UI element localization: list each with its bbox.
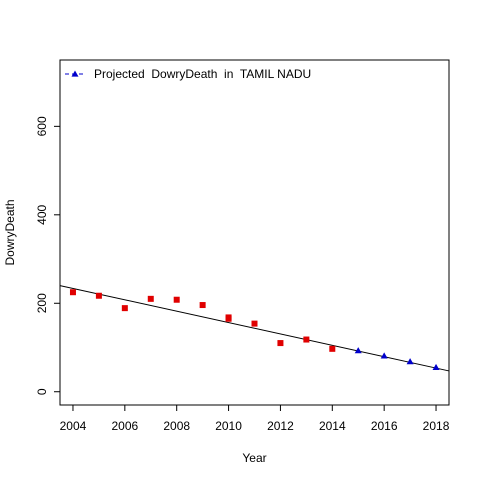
projected-point-2 (406, 358, 414, 365)
observed-point-3 (147, 295, 154, 302)
observed-point-11 (329, 345, 336, 352)
observed-point-10 (303, 336, 310, 343)
legend-label: Projected DowryDeath in TAMIL NADU (94, 67, 311, 81)
projected-point-1 (380, 352, 388, 359)
trend-line (59, 285, 450, 372)
plot-frame (59, 59, 450, 406)
x-tick-label: 2010 (215, 419, 242, 433)
observed-point-1 (95, 292, 102, 299)
y-axis-label: DowryDeath (3, 199, 17, 265)
projected-point-3 (432, 363, 440, 371)
x-tick-label: 2006 (111, 419, 138, 433)
projected-point-0 (354, 347, 362, 354)
x-tick-label: 2018 (423, 419, 450, 433)
observed-point-8 (251, 320, 258, 327)
y-tick-label: 600 (35, 116, 49, 136)
x-axis-label: Year (242, 451, 266, 465)
x-axis: 2004 2006 2008 2010 2012 2014 2016 2018 (60, 404, 450, 433)
x-tick-label: 2008 (163, 419, 190, 433)
legend: Projected DowryDeath in TAMIL NADU (65, 67, 311, 81)
plot-area (59, 59, 450, 406)
x-tick-label: 2012 (267, 419, 294, 433)
observed-point-7 (225, 314, 232, 321)
observed-point-2 (121, 305, 128, 312)
data-points (69, 289, 440, 371)
y-tick-label: 200 (35, 293, 49, 313)
y-tick-label: 0 (35, 388, 49, 395)
observed-point-0 (69, 289, 76, 296)
observed-point-4 (173, 296, 180, 303)
observed-point-5 (199, 302, 206, 309)
x-tick-label: 2014 (319, 419, 346, 433)
y-axis: 0 200 400 600 (35, 116, 61, 395)
legend-triangle-marker (71, 70, 79, 77)
x-tick-label: 2004 (60, 419, 87, 433)
y-tick-label: 400 (35, 204, 49, 224)
x-tick-label: 2016 (371, 419, 398, 433)
observed-point-9 (277, 340, 284, 347)
